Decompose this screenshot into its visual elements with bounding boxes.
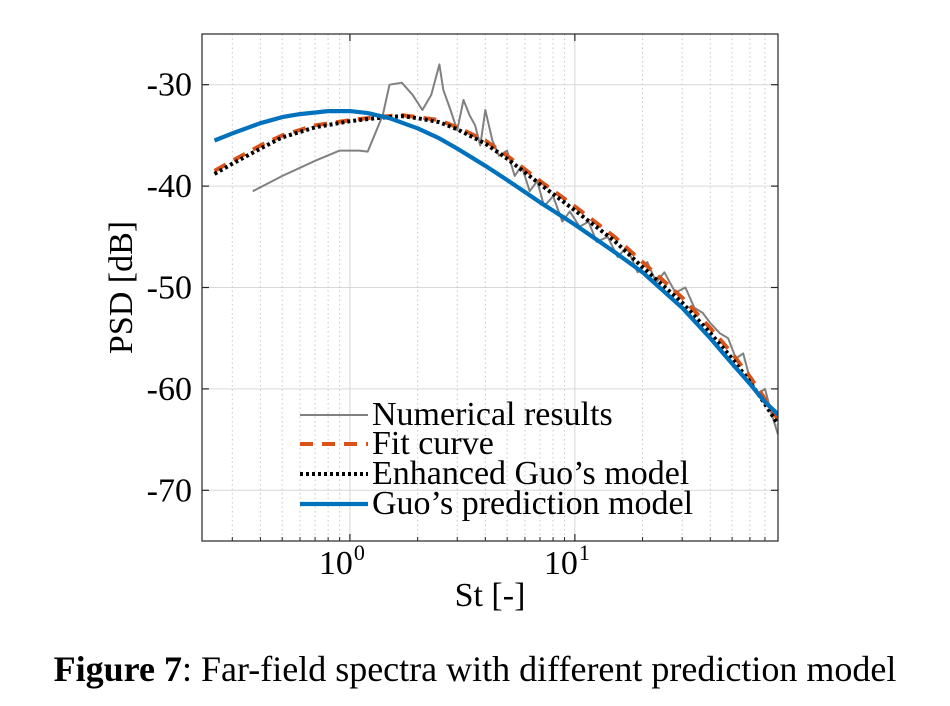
caption-text: : Far-field spectra with different predi…	[181, 649, 897, 689]
ticks: -30 -40 -50 -60 -70 100 101	[147, 34, 779, 582]
series-line-3	[213, 114, 778, 426]
x-axis-label: St [-]	[455, 577, 526, 614]
legend-label: Numerical results	[372, 396, 613, 433]
legend-label: Fit curve	[372, 425, 494, 462]
legend-label: Guo’s prediction model	[372, 485, 693, 522]
series-line-2	[213, 113, 778, 421]
series-line-4	[213, 108, 778, 416]
series-line-1	[252, 63, 778, 435]
caption-label: Figure 7	[53, 649, 182, 689]
grid	[202, 34, 779, 541]
y-tick-label: -70	[147, 472, 192, 509]
legend-label: Enhanced Guo’s model	[372, 455, 689, 492]
y-tick-label: -60	[147, 371, 192, 408]
x-tick-label: 100	[319, 540, 365, 582]
y-tick-label: -30	[147, 67, 192, 104]
figure-caption: Figure 7: Far-field spectra with differe…	[0, 648, 950, 690]
y-axis-label: PSD [dB]	[103, 221, 140, 354]
x-tick-label: 101	[544, 540, 590, 582]
plot-area	[213, 63, 778, 435]
y-tick-label: -40	[147, 168, 192, 205]
y-tick-label: -50	[147, 270, 192, 307]
